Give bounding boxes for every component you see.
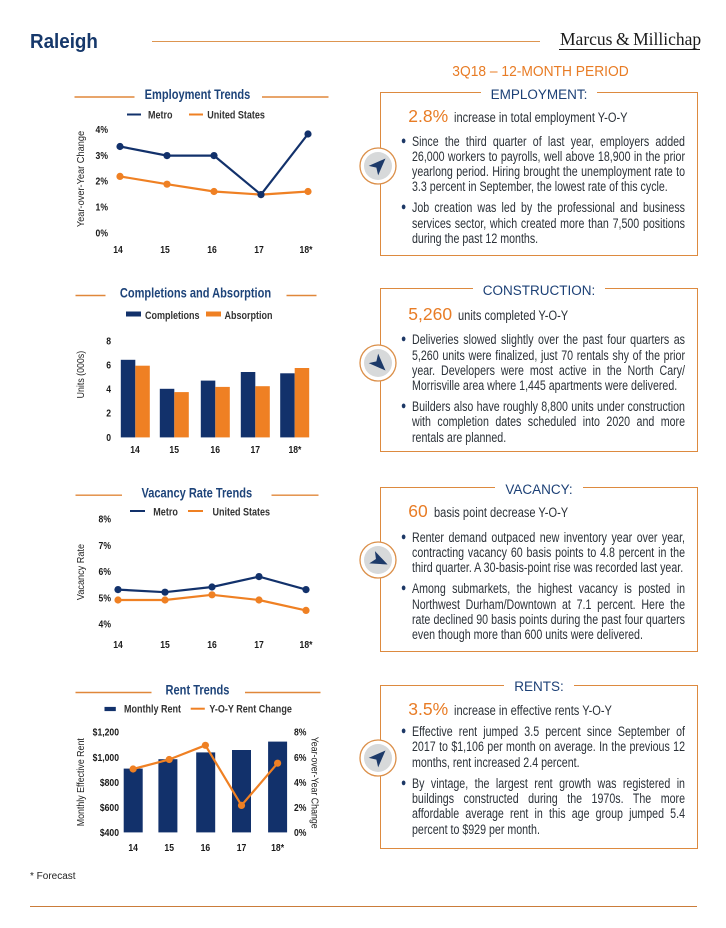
svg-text:14: 14 (130, 444, 140, 456)
svg-text:14: 14 (128, 842, 138, 854)
svg-text:17: 17 (251, 444, 261, 456)
svg-text:Year-over-Year Change: Year-over-Year Change (308, 737, 320, 829)
svg-text:4: 4 (106, 384, 111, 396)
svg-text:$1,200: $1,200 (93, 727, 119, 739)
svg-text:1%: 1% (96, 202, 109, 214)
svg-text:United States: United States (213, 507, 271, 519)
svg-text:Vacancy Rate: Vacancy Rate (75, 543, 87, 600)
svg-text:4%: 4% (99, 619, 112, 631)
svg-text:15: 15 (160, 244, 170, 256)
svg-text:2%: 2% (96, 176, 109, 188)
svg-text:18*: 18* (271, 842, 284, 854)
svg-text:$1,000: $1,000 (93, 752, 119, 764)
svg-text:15: 15 (164, 842, 174, 854)
svg-text:Vacancy Rate Trends: Vacancy Rate Trends (141, 485, 252, 500)
svg-text:Rent Trends: Rent Trends (166, 683, 230, 698)
svg-text:Completions and Absorption: Completions and Absorption (120, 286, 271, 301)
svg-text:5%: 5% (99, 593, 112, 605)
svg-text:Employment Trends: Employment Trends (145, 87, 251, 102)
svg-text:6%: 6% (99, 566, 112, 578)
svg-text:0%: 0% (294, 827, 307, 839)
svg-text:$800: $800 (100, 777, 119, 789)
svg-text:0%: 0% (96, 228, 109, 240)
svg-text:3%: 3% (96, 150, 109, 162)
svg-text:Absorption: Absorption (225, 310, 273, 322)
svg-text:16: 16 (201, 842, 211, 854)
svg-text:17: 17 (254, 639, 264, 651)
svg-text:14: 14 (113, 244, 123, 256)
svg-text:6%: 6% (294, 752, 307, 764)
svg-text:15: 15 (169, 444, 179, 456)
svg-text:17: 17 (237, 842, 247, 854)
svg-text:Metro: Metro (148, 110, 173, 122)
svg-text:Units (000s): Units (000s) (75, 351, 87, 399)
svg-text:8%: 8% (99, 514, 112, 526)
svg-text:16: 16 (207, 244, 217, 256)
svg-text:Year-over-Year Change: Year-over-Year Change (76, 130, 88, 227)
svg-text:18*: 18* (300, 244, 313, 256)
svg-text:18*: 18* (288, 444, 301, 456)
svg-text:8: 8 (106, 336, 111, 348)
svg-text:18*: 18* (300, 639, 313, 651)
svg-text:0: 0 (106, 432, 111, 444)
svg-text:2%: 2% (294, 802, 307, 814)
svg-text:6: 6 (106, 360, 111, 372)
svg-text:15: 15 (160, 639, 170, 651)
svg-text:$400: $400 (100, 827, 119, 839)
svg-text:7%: 7% (99, 540, 112, 552)
svg-text:16: 16 (207, 639, 217, 651)
svg-text:4%: 4% (294, 777, 307, 789)
svg-text:Y-O-Y Rent Change: Y-O-Y Rent Change (209, 704, 292, 716)
svg-text:$600: $600 (100, 802, 119, 814)
svg-text:Monthly Effective Rent: Monthly Effective Rent (75, 738, 87, 826)
svg-text:United States: United States (207, 110, 265, 122)
svg-text:Metro: Metro (153, 507, 178, 519)
svg-text:Completions: Completions (145, 310, 200, 322)
svg-text:4%: 4% (96, 124, 109, 136)
svg-text:17: 17 (254, 244, 264, 256)
svg-text:Monthly Rent: Monthly Rent (124, 704, 182, 716)
svg-text:14: 14 (113, 639, 123, 651)
svg-text:16: 16 (210, 444, 220, 456)
svg-text:2: 2 (106, 408, 111, 420)
svg-text:8%: 8% (294, 727, 307, 739)
